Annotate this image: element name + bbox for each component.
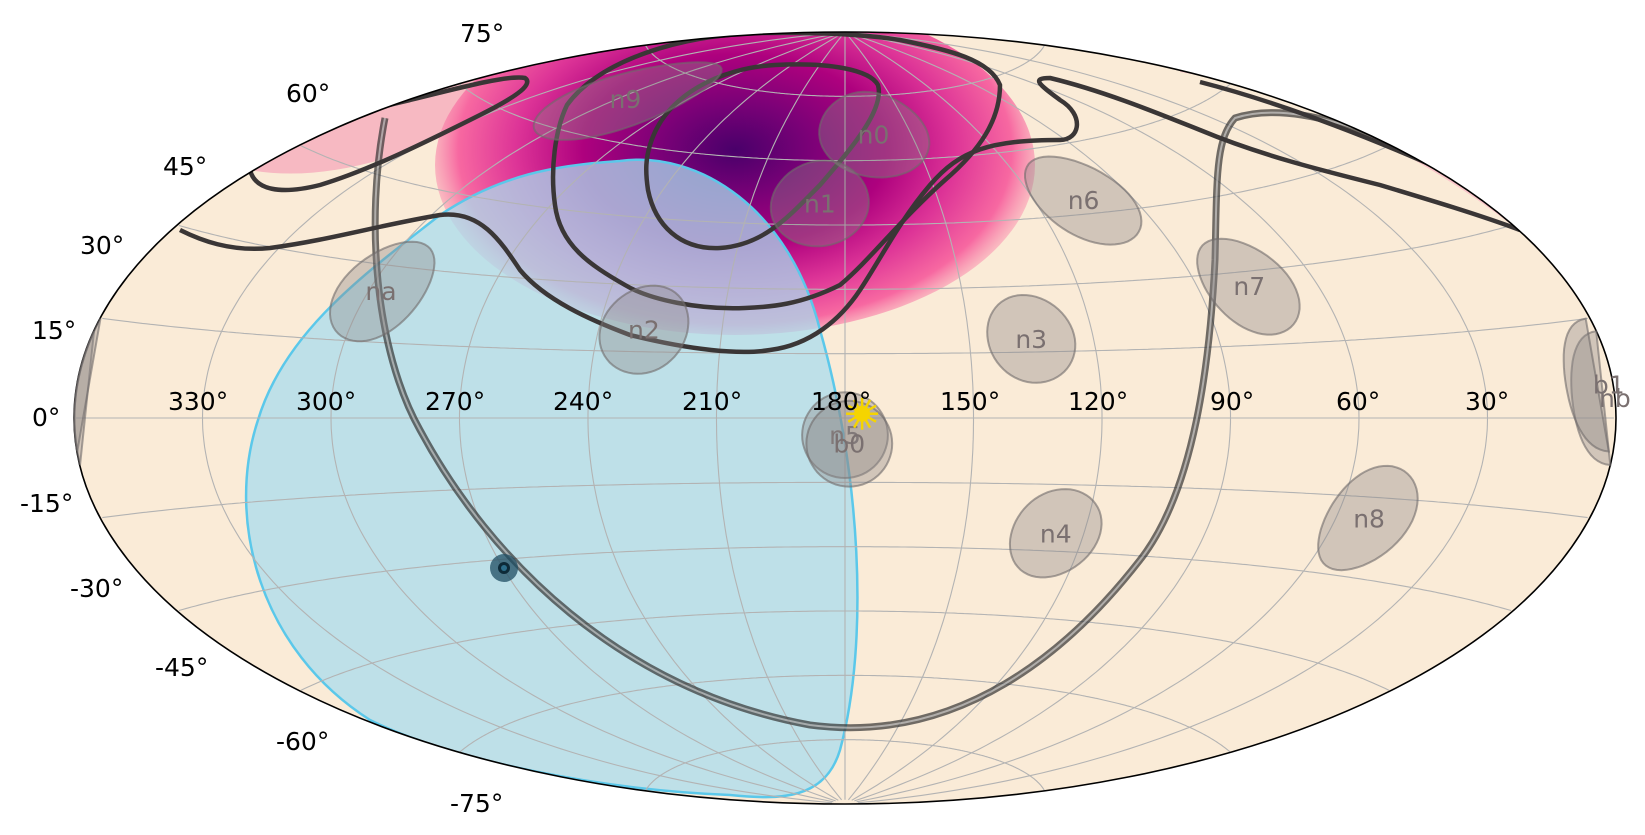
lon-label-120: 120° xyxy=(1068,387,1128,416)
lat-label-m75: -75° xyxy=(450,789,503,818)
latitude-labels: 75° 60° 45° 30° 15° 0° -15° -30° -45° -6… xyxy=(20,19,504,818)
longitude-labels: 330° 300° 270° 240° 210° 180° 150° 120° … xyxy=(168,387,1509,416)
lon-label-90: 90° xyxy=(1210,387,1254,416)
detector-n8-footprint xyxy=(1317,464,1419,572)
detector-na-label: na xyxy=(365,277,396,306)
detector-n9-footprint xyxy=(532,61,723,141)
parallel-line xyxy=(459,674,1231,753)
detector-n4-footprint xyxy=(1008,488,1103,579)
lon-label-150: 150° xyxy=(940,387,1000,416)
detector-b1-footprint xyxy=(1562,317,1611,453)
detector-n1-footprint xyxy=(769,159,870,248)
lon-label-30: 30° xyxy=(1465,387,1509,416)
detector-n7-footprint xyxy=(1196,237,1301,336)
detector-b0-footprint xyxy=(805,399,894,488)
lon-label-330: 330° xyxy=(168,387,228,416)
lat-label-45: 45° xyxy=(163,152,207,181)
detector-n3-footprint xyxy=(986,293,1077,384)
parallel-line xyxy=(459,83,1231,162)
parallel-line xyxy=(178,224,1512,290)
detector-n8-label: n8 xyxy=(1353,505,1385,534)
detector-b1-footprint xyxy=(73,318,102,452)
lat-label-m60: -60° xyxy=(276,727,329,756)
detector-n7-label: n7 xyxy=(1233,272,1265,301)
detector-n1-label: n1 xyxy=(804,189,836,218)
lat-label-m45: -45° xyxy=(155,653,208,682)
lat-label-0: 0° xyxy=(32,403,60,432)
detector-n2-label: n2 xyxy=(628,316,660,345)
earth-center-marker xyxy=(490,554,518,582)
detector-n0-footprint xyxy=(818,90,931,179)
lat-label-m30: -30° xyxy=(70,574,123,603)
detector-b0-label: b0 xyxy=(833,430,865,459)
lon-label-60: 60° xyxy=(1336,387,1380,416)
lon-label-180: 180° xyxy=(811,387,871,416)
detector-n4-label: n4 xyxy=(1040,519,1072,548)
lon-label-300: 300° xyxy=(296,387,356,416)
contour-outer-main xyxy=(178,75,1521,355)
parallel-line xyxy=(102,317,1588,355)
lon-label-210: 210° xyxy=(682,387,742,416)
detector-n6-label: n6 xyxy=(1068,186,1100,215)
detector-n6-footprint xyxy=(1024,155,1143,246)
detector-b1-label: b1 xyxy=(1593,371,1625,400)
lat-label-60: 60° xyxy=(286,79,330,108)
sun-disc xyxy=(854,405,871,422)
lat-label-75: 75° xyxy=(460,19,504,48)
detector-n3-label: n3 xyxy=(1015,325,1047,354)
parallel-line xyxy=(102,481,1588,519)
coordinate-grid xyxy=(76,32,1614,804)
detector-n2-footprint xyxy=(598,284,690,375)
parallel-line xyxy=(300,610,1390,691)
sun-marker xyxy=(846,397,879,430)
detector-na-footprint xyxy=(328,240,436,343)
contour-inner xyxy=(644,62,882,251)
detector-n0-label: n0 xyxy=(858,121,890,150)
parallel-line xyxy=(178,546,1512,612)
parallel-line xyxy=(645,739,1045,791)
parallel-line xyxy=(300,145,1390,226)
lat-label-m15: -15° xyxy=(20,489,73,518)
lat-label-30: 30° xyxy=(80,231,124,260)
lon-label-240: 240° xyxy=(553,387,613,416)
detector-n9-label: n9 xyxy=(610,85,642,114)
detector-nb-label: nb xyxy=(1599,384,1631,413)
lon-label-270: 270° xyxy=(425,387,485,416)
lat-label-15: 15° xyxy=(32,316,76,345)
